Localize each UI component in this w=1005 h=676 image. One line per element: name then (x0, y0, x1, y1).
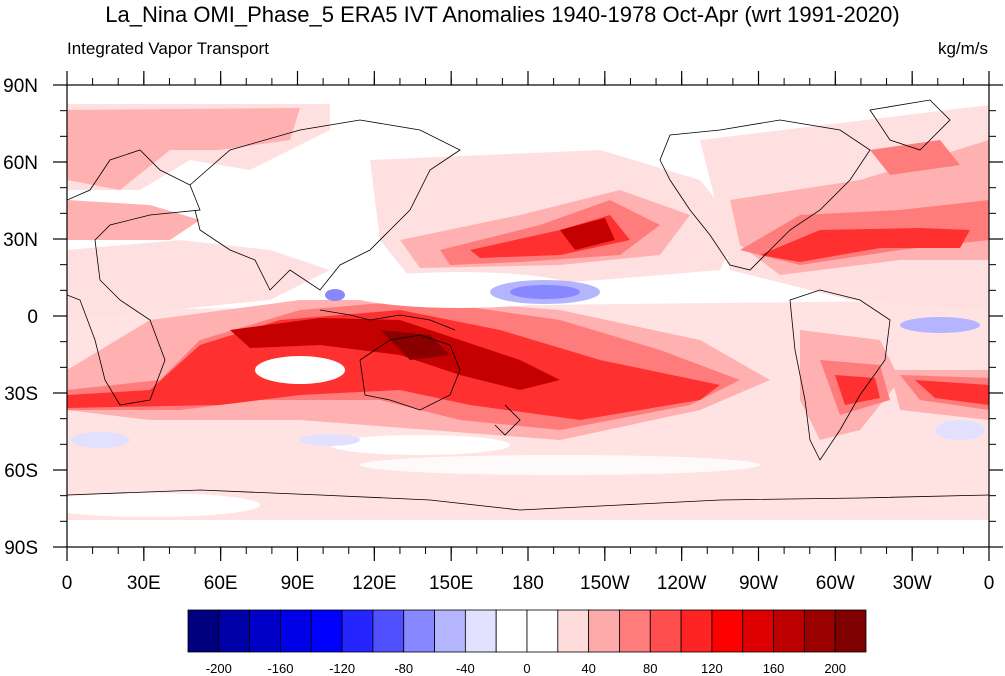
extreme-positive-anomalies (230, 218, 615, 390)
colorbar-swatch (218, 609, 251, 653)
lon-tick-label: 120E (352, 573, 396, 594)
colorbar-swatch (495, 609, 528, 653)
lon-tick-label: 120W (657, 573, 707, 594)
units-label: kg/m/s (937, 39, 988, 58)
axes: 0 30E 60E 90E 120E 150E 180 150W 120W 90W 60W 30W 0 9… (3, 71, 1003, 594)
colorbar-label: 0 (523, 661, 530, 676)
colorbar-swatch (742, 609, 774, 653)
lon-tick-label: 30W (893, 573, 932, 594)
lon-tick-label: 30E (127, 573, 161, 594)
colorbar-swatch (372, 609, 405, 653)
variable-label: Integrated Vapor Transport (67, 39, 269, 58)
colorbar-swatch (834, 609, 867, 653)
lat-tick-label: 90S (4, 538, 38, 559)
colorbar-label: -40 (456, 661, 475, 676)
lon-tick-label: 0 (62, 573, 73, 594)
colorbar-swatch (464, 609, 497, 653)
colorbar-swatch (403, 609, 435, 653)
colorbar-label: 40 (581, 661, 595, 676)
colorbar-label: -200 (206, 661, 232, 676)
lat-tick-label: 0 (27, 307, 38, 328)
coastlines (67, 99, 989, 511)
colorbar-swatch (310, 609, 343, 653)
lon-tick-label: 90E (281, 573, 315, 594)
lon-tick-label: 0 (984, 573, 995, 594)
colorbar-label: -120 (329, 661, 355, 676)
lat-tick-label: 30N (3, 230, 38, 251)
lat-tick-label: 90N (3, 76, 38, 97)
very-strong-positive-anomalies (67, 215, 989, 420)
colorbar-swatch (711, 609, 744, 653)
neutral-gaps (67, 272, 760, 517)
colorbar-swatch (341, 609, 374, 653)
colorbar-swatch (280, 609, 312, 653)
colorbar-swatch (249, 609, 281, 653)
colorbar-swatch (649, 609, 682, 653)
lon-tick-label: 60E (204, 573, 238, 594)
lat-tick-label: 30S (4, 384, 38, 405)
lon-tick-label: 60W (816, 573, 855, 594)
colorbar-label: -80 (394, 661, 413, 676)
colorbar-swatch (526, 609, 559, 653)
colorbar-swatch (434, 609, 466, 653)
colorbar-swatch (773, 609, 805, 653)
colorbar-label: 120 (701, 661, 723, 676)
lon-tick-label: 150E (429, 573, 473, 594)
colorbar-swatch (187, 609, 220, 653)
lat-tick-label: 60S (4, 461, 38, 482)
colorbar-label: -160 (267, 661, 293, 676)
lon-tick-label: 150W (580, 573, 630, 594)
colorbar-label: 160 (763, 661, 785, 676)
negative-anomalies (70, 280, 985, 448)
anomaly-field (67, 85, 989, 547)
plot-title: La_Nina OMI_Phase_5 ERA5 IVT Anomalies 1… (105, 2, 900, 27)
lat-tick-label: 60N (3, 153, 38, 174)
colorbar-label: 200 (824, 661, 846, 676)
colorbar: -200 -160 -120 -80 -40 0 40 80 120 160 200 (187, 609, 867, 676)
colorbar-swatch (557, 609, 590, 653)
colorbar-swatch (680, 609, 713, 653)
lon-tick-label: 90W (739, 573, 778, 594)
colorbar-swatch (803, 609, 836, 653)
colorbar-swatch (588, 609, 620, 653)
lon-tick-label: 180 (512, 573, 544, 594)
colorbar-label: 80 (643, 661, 657, 676)
colorbar-swatch (619, 609, 651, 653)
